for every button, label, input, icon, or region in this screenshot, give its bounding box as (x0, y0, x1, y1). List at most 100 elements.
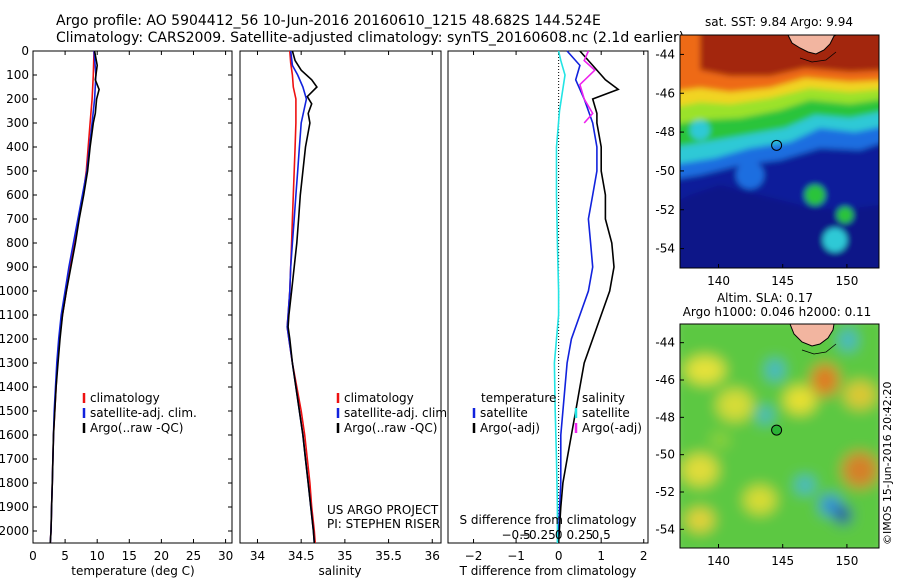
map-y-tick-label: -52 (655, 203, 675, 217)
depth-tick-label: 1600 (0, 428, 29, 442)
map-y-tick-label: -44 (655, 336, 675, 350)
map-x-tick-label: 140 (707, 554, 730, 568)
x-tick-label: 15 (122, 549, 137, 563)
depth-tick-label: 100 (6, 68, 29, 82)
credit-pi: PI: STEPHEN RISER (327, 517, 440, 531)
salinity-lines (286, 50, 318, 544)
x-tick-label: 0 (555, 549, 563, 563)
series-line-salinity_argo (578, 50, 596, 124)
legend-title: salinity (582, 391, 625, 405)
depth-tick-label: 1400 (0, 380, 29, 394)
depth-tick-label: 1700 (0, 452, 29, 466)
coast-outline-sla (801, 343, 837, 355)
x-tick-label: 34 (250, 549, 265, 563)
sla-map-yticks: -44 -46 -48 -50 -52 -54 (655, 336, 684, 536)
float-position-marker-sla (771, 424, 783, 436)
map-x-tick-label: 140 (707, 274, 730, 288)
sst-map-frame (679, 34, 880, 269)
map-y-tick-label: -50 (655, 448, 675, 462)
salinity-axes-frame (239, 50, 442, 544)
temperature-xticks: 0 5 10 15 20 25 30 (29, 51, 233, 563)
legend-label: climatology (344, 391, 414, 405)
depth-tick-label: 0 (21, 44, 29, 58)
s-diff-tick-label: −0.25 (519, 528, 556, 542)
s-diff-tick-label: 0 (555, 528, 563, 542)
depth-tick-label: 1500 (0, 404, 29, 418)
sla-map-title-1: Altim. SLA: 0.17 (717, 291, 813, 305)
x-tick-label: 0 (29, 549, 37, 563)
map-y-tick-label: -44 (655, 47, 675, 61)
difference-axes-frame (447, 50, 649, 544)
depth-tick-label: 900 (6, 260, 29, 274)
temperature-xlabel: temperature (deg C) (71, 564, 194, 578)
depth-tick-label: 200 (6, 92, 29, 106)
depth-tick-label: 600 (6, 188, 29, 202)
sst-map-yticks: -44 -46 -48 -50 -52 -54 (655, 47, 684, 256)
sla-field (680, 324, 879, 548)
legend-label: satellite-adj. clim. (90, 406, 197, 420)
x-tick-label: 1 (597, 549, 605, 563)
s-diff-tick-label: 0.5 (592, 528, 611, 542)
x-tick-label: 25 (186, 549, 201, 563)
x-tick-label: 5 (61, 549, 69, 563)
series-line-argo (557, 50, 620, 544)
x-tick-label: 36 (425, 549, 440, 563)
map-y-tick-label: -52 (655, 485, 675, 499)
difference-lines (553, 50, 620, 544)
coast-outline-sst (799, 51, 837, 63)
legend-label: satellite (480, 406, 528, 420)
series-line-salinity_satellite (553, 50, 566, 543)
sst-map-title: sat. SST: 9.84 Argo: 9.94 (705, 15, 853, 29)
salinity-xlabel: salinity (318, 564, 361, 578)
map-y-tick-label: -46 (655, 373, 675, 387)
tasmania-coast-sla (789, 324, 835, 347)
temperature-axes-frame (32, 50, 233, 544)
depth-tick-label: 1000 (0, 284, 29, 298)
depth-tick-label: 700 (6, 212, 29, 226)
map-y-tick-label: -46 (655, 86, 675, 100)
depth-tick-label: 500 (6, 164, 29, 178)
legend-label: satellite-adj. clim. (344, 406, 451, 420)
depth-tick-label: 1800 (0, 476, 29, 490)
sla-map-frame (679, 323, 880, 549)
depth-tick-label: 1200 (0, 332, 29, 346)
salinity-panel: 34 34.5 35 35.5 36 climatologysatellite-adj.… (239, 50, 451, 578)
x-tick-label: 35.5 (375, 549, 402, 563)
x-tick-label: −2 (465, 549, 483, 563)
sst-map-xticks: 140 145 150 (707, 264, 858, 288)
map-x-tick-label: 145 (771, 554, 794, 568)
depth-tick-label: 1300 (0, 356, 29, 370)
sla-map-title-2: Argo h1000: 0.046 h2000: 0.11 (683, 305, 872, 319)
map-y-tick-label: -50 (655, 164, 675, 178)
temperature-panel: 0 5 10 15 20 25 30 010020030040050060070080090… (0, 44, 648, 578)
series-line-satellite (557, 50, 598, 543)
series-line-argo (287, 50, 318, 544)
depth-tick-label: 1900 (0, 500, 29, 514)
imos-stamp: ©IMOS 15-Jun-2016 20:42:20 (881, 381, 894, 545)
legend-label: Argo(..raw -QC) (344, 421, 437, 435)
legend-label: Argo(-adj) (582, 421, 642, 435)
difference-xticks: −2 −1 0 1 2 (465, 51, 648, 563)
x-tick-label: 35 (337, 549, 352, 563)
x-tick-label: 34.5 (288, 549, 315, 563)
series-line-argo (49, 50, 100, 544)
t-difference-xlabel: T difference from climatology (459, 564, 637, 578)
legend-label: climatology (90, 391, 160, 405)
header-line-1: Argo profile: AO 5904412_56 10-Jun-2016 … (56, 13, 601, 29)
depth-tick-label: 2000 (0, 524, 29, 538)
s-diff-tick-label: 0.25 (567, 528, 594, 542)
header-line-2: Climatology: CARS2009. Satellite-adjuste… (56, 30, 684, 46)
x-tick-label: 20 (154, 549, 169, 563)
depth-tick-label: 800 (6, 236, 29, 250)
salinity-xticks: 34 34.5 35 35.5 36 (250, 51, 440, 563)
temperature-lines (49, 50, 100, 544)
sst-field (680, 35, 879, 268)
x-tick-label: 30 (218, 549, 233, 563)
x-tick-label: 2 (640, 549, 648, 563)
legend-title: temperature (481, 391, 556, 405)
map-y-tick-label: -54 (655, 522, 675, 536)
map-x-tick-label: 150 (835, 554, 858, 568)
s-difference-ticklabels: −0.5−0.25 0 0.250.5 (502, 528, 611, 542)
